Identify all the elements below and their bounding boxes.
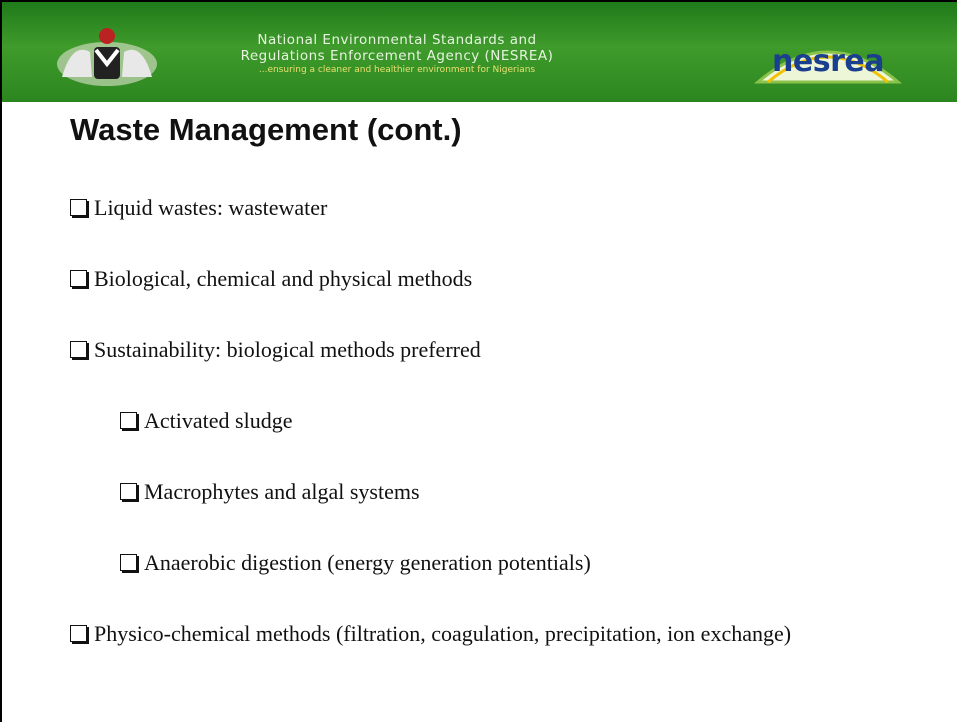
bullet: Sustainability: biological methods prefe… bbox=[70, 334, 914, 366]
sub-bullet: Macrophytes and algal systems bbox=[120, 476, 924, 508]
bullet-icon bbox=[120, 483, 137, 500]
header-text: National Environmental Standards and Reg… bbox=[202, 32, 592, 77]
bullet-text: Macrophytes and algal systems bbox=[144, 479, 420, 504]
bullet-icon bbox=[70, 341, 87, 358]
header-line: National Environmental Standards and bbox=[257, 32, 537, 48]
bullet-text: Biological, chemical and physical method… bbox=[94, 266, 473, 291]
bullet-text: Anaerobic digestion (energy generation p… bbox=[144, 550, 591, 575]
bullet: Biological, chemical and physical method… bbox=[70, 263, 914, 295]
logo-text: nesrea bbox=[772, 44, 884, 79]
sub-bullet: Anaerobic digestion (energy generation p… bbox=[120, 547, 924, 579]
bullet-text: Liquid wastes: wastewater bbox=[94, 195, 328, 220]
bullet-icon bbox=[120, 554, 137, 571]
bullet-icon bbox=[70, 270, 87, 287]
bullet-text: Activated sludge bbox=[144, 408, 293, 433]
bullet-icon bbox=[120, 412, 137, 429]
header-line: Regulations Enforcement Agency (NESREA) bbox=[240, 48, 554, 64]
bullet: Physico-chemical methods (filtration, co… bbox=[70, 618, 914, 650]
slide-title: Waste Management (cont.) bbox=[70, 112, 462, 147]
bullet-text: Physico-chemical methods (filtration, co… bbox=[94, 621, 792, 646]
bullet-icon bbox=[70, 625, 87, 642]
sub-bullet: Activated sludge bbox=[120, 405, 924, 437]
bullet-text: Sustainability: biological methods prefe… bbox=[94, 337, 481, 362]
header-tagline: ...ensuring a cleaner and healthier envi… bbox=[258, 65, 536, 75]
bullet: Liquid wastes: wastewater bbox=[70, 192, 914, 224]
bullet-icon bbox=[70, 199, 87, 216]
coat-of-arms bbox=[57, 28, 157, 86]
nesrea-logo bbox=[754, 50, 902, 84]
header-banner: National Environmental Standards and Reg… bbox=[2, 2, 957, 102]
